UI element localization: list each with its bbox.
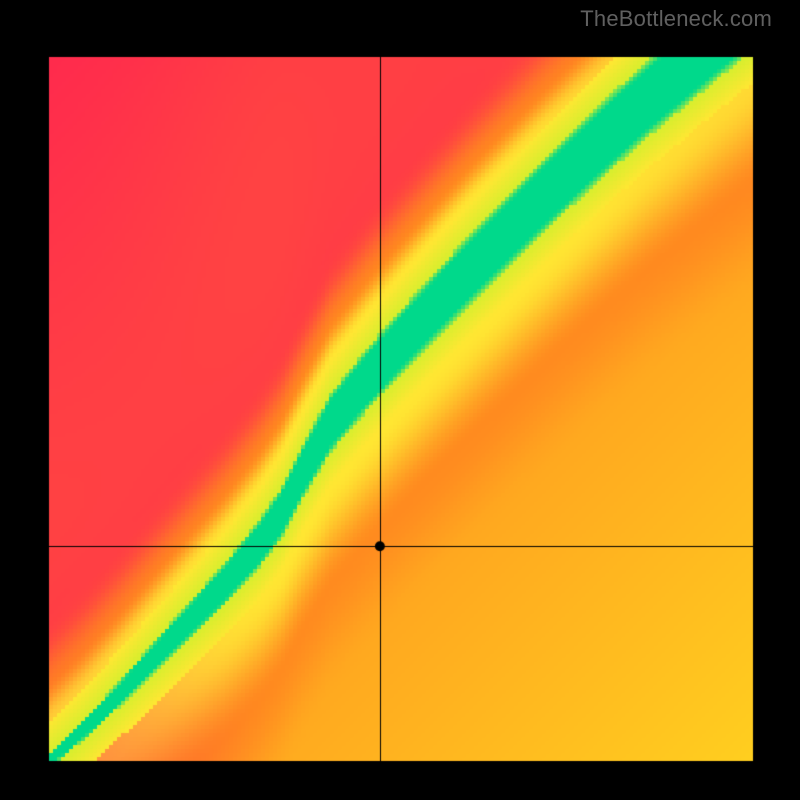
chart-container: TheBottleneck.com: [0, 0, 800, 800]
watermark-text: TheBottleneck.com: [580, 6, 772, 32]
bottleneck-heatmap-canvas: [0, 0, 800, 800]
